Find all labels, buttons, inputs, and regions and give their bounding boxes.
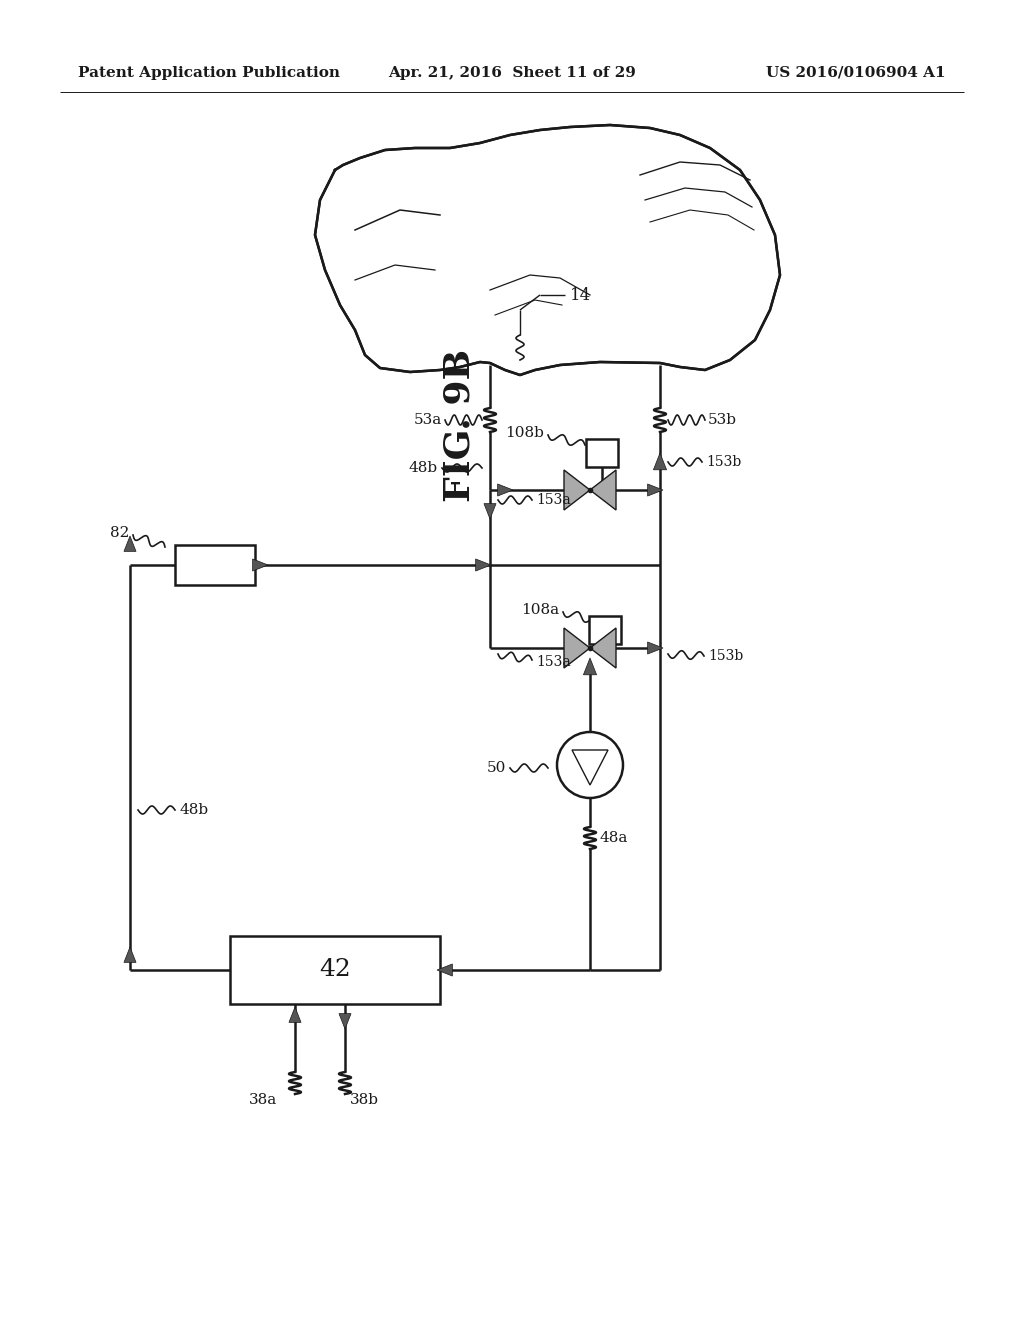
Polygon shape	[498, 484, 513, 496]
Text: 153b: 153b	[708, 649, 743, 663]
Text: Patent Application Publication: Patent Application Publication	[78, 66, 340, 81]
Polygon shape	[590, 470, 616, 510]
Polygon shape	[484, 504, 496, 519]
Polygon shape	[124, 946, 136, 962]
Text: 42: 42	[319, 958, 351, 982]
Text: US 2016/0106904 A1: US 2016/0106904 A1	[766, 66, 946, 81]
Bar	[589, 616, 621, 644]
Text: 14: 14	[570, 286, 591, 304]
Bar	[586, 440, 618, 467]
Polygon shape	[590, 628, 616, 668]
Polygon shape	[315, 125, 780, 375]
Polygon shape	[647, 484, 663, 496]
Circle shape	[557, 733, 623, 799]
Polygon shape	[289, 1007, 301, 1023]
Text: 108a: 108a	[521, 603, 559, 616]
Polygon shape	[253, 558, 268, 572]
Text: 48b: 48b	[409, 461, 438, 475]
Text: 48b: 48b	[180, 803, 209, 817]
Text: 38b: 38b	[350, 1093, 379, 1107]
Polygon shape	[572, 750, 608, 785]
Text: 48a: 48a	[600, 832, 629, 845]
Text: 153b: 153b	[706, 455, 741, 469]
Bar	[175, 545, 255, 585]
Text: 53a: 53a	[414, 413, 442, 426]
Bar	[230, 936, 440, 1005]
Text: FIG. 9B: FIG. 9B	[443, 348, 477, 502]
Text: 108b: 108b	[505, 426, 544, 440]
Polygon shape	[475, 558, 490, 572]
Polygon shape	[437, 964, 453, 975]
Polygon shape	[564, 628, 590, 668]
Text: 82: 82	[110, 525, 129, 540]
Polygon shape	[653, 453, 667, 470]
Polygon shape	[647, 642, 663, 653]
Text: 38a: 38a	[249, 1093, 278, 1107]
Text: 53b: 53b	[708, 413, 737, 426]
Polygon shape	[564, 470, 590, 510]
Polygon shape	[124, 536, 136, 552]
Text: 153a: 153a	[536, 492, 570, 507]
Polygon shape	[339, 1014, 351, 1030]
Text: 153a: 153a	[536, 655, 570, 669]
Text: Apr. 21, 2016  Sheet 11 of 29: Apr. 21, 2016 Sheet 11 of 29	[388, 66, 636, 81]
Polygon shape	[584, 657, 597, 675]
Text: 50: 50	[486, 762, 506, 775]
